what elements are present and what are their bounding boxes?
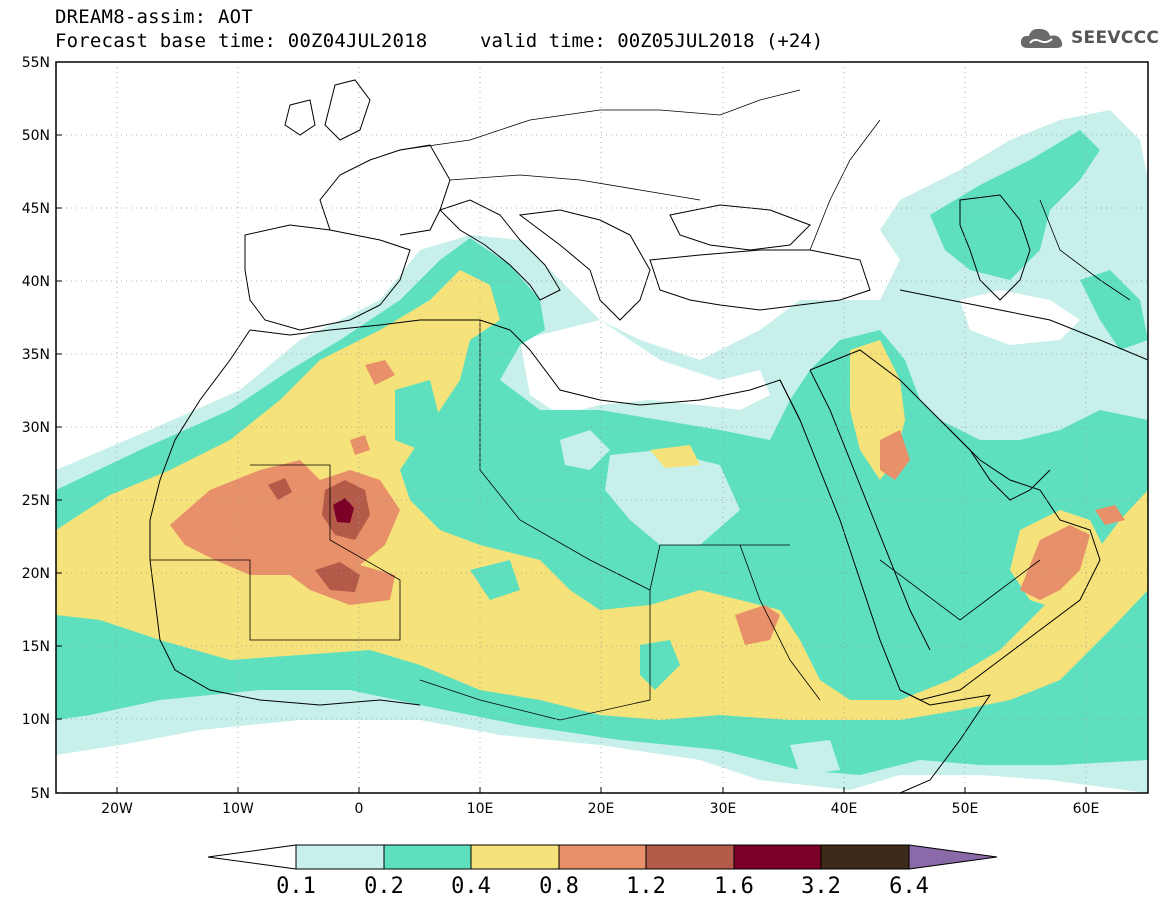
colorbar-label: 1.2 — [626, 874, 666, 899]
lon-label: 50E — [952, 801, 979, 817]
aot-level-1.6 — [333, 498, 354, 523]
lon-label: 60E — [1073, 801, 1100, 817]
longitude-labels: 20W 10W 0 10E 20E 30E 40E 50E 60E — [101, 801, 1099, 817]
seevccc-logo: SEEVCCC — [1018, 24, 1159, 52]
lat-label: 40N — [22, 274, 50, 290]
lat-label: 25N — [22, 493, 50, 509]
colorbar-swatch — [295, 844, 385, 870]
lat-label: 10N — [22, 712, 50, 728]
aot-contours — [56, 62, 1148, 793]
colorbar — [207, 844, 998, 870]
lon-label: 30E — [710, 801, 737, 817]
valid-time: valid time: 00Z05JUL2018 (+24) — [480, 30, 824, 52]
latitude-labels: 55N 50N 45N 40N 35N 30N 25N 20N 15N 10N … — [22, 55, 50, 802]
aot-level-0.1-inner — [560, 430, 840, 775]
colorbar-label: 0.1 — [276, 874, 316, 899]
colorbar-labels: 0.1 0.2 0.4 0.8 1.2 1.6 3.2 6.4 — [276, 874, 929, 899]
colorbar-swatch — [383, 844, 472, 870]
lat-label: 35N — [22, 347, 50, 363]
colorbar-label: 6.4 — [889, 874, 929, 899]
colorbar-swatch — [558, 844, 647, 870]
cloud-icon — [1020, 28, 1063, 48]
colorbar-swatch — [820, 844, 910, 870]
lat-label: 20N — [22, 566, 50, 582]
lon-label: 10W — [222, 801, 254, 817]
lat-label: 50N — [22, 128, 50, 144]
colorbar-lower-arrow — [207, 844, 297, 870]
lon-label: 40E — [831, 801, 858, 817]
lon-label: 0 — [355, 801, 364, 817]
coastlines-and-borders — [149, 79, 1148, 793]
logo-text: SEEVCCC — [1071, 28, 1160, 48]
colorbar-upper-arrow — [908, 844, 998, 870]
colorbar-label: 0.4 — [451, 874, 491, 899]
colorbar-swatch — [733, 844, 822, 870]
colorbar-swatch — [470, 844, 560, 870]
forecast-base-time: Forecast base time: 00Z04JUL2018 — [55, 30, 428, 52]
colorbar-label: 1.6 — [714, 874, 754, 899]
lon-label: 20E — [588, 801, 615, 817]
axis-ticks — [56, 61, 1087, 794]
lat-label: 15N — [22, 639, 50, 655]
lat-label: 45N — [22, 201, 50, 217]
lat-label: 55N — [22, 55, 50, 71]
colorbar-label: 0.8 — [539, 874, 579, 899]
lon-label: 10E — [467, 801, 494, 817]
colorbar-label: 3.2 — [801, 874, 841, 899]
grid-lines — [56, 62, 1148, 793]
colorbar-label: 0.2 — [364, 874, 404, 899]
lat-label: 5N — [31, 786, 50, 802]
map-title: DREAM8-assim: AOT — [55, 6, 253, 28]
colorbar-swatch — [645, 844, 735, 870]
lon-label: 20W — [101, 801, 133, 817]
lat-label: 30N — [22, 420, 50, 436]
